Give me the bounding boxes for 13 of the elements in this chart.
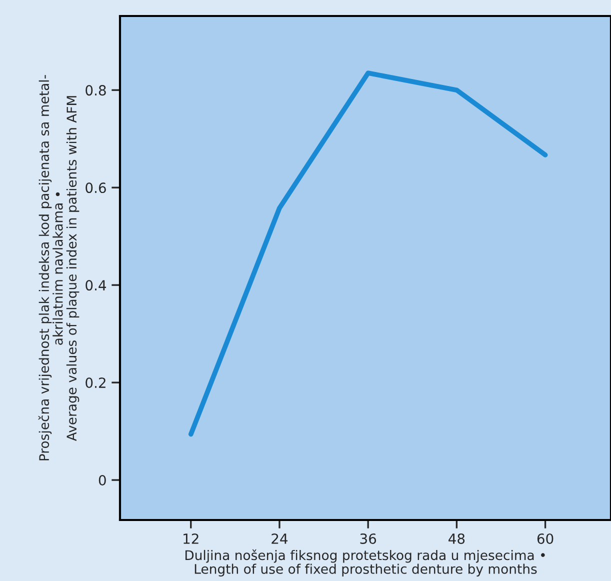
y-tick-label: 0.8	[86, 85, 106, 96]
x-tick-label: 60	[537, 533, 554, 544]
line-series	[188, 70, 548, 437]
x-tick-label: 12	[184, 533, 198, 544]
y-tick-label: 0.4	[86, 280, 106, 291]
y-tick-label: 0.6	[86, 182, 106, 194]
x-axis-title: Duljina nošenja fiksnog protetskog rada u mjesecima • Length of use of fixed prosthetic denture by months	[185, 549, 545, 576]
y-tick-label: 0	[98, 475, 106, 486]
x-tick-label: 48	[448, 533, 465, 544]
x-tick-label: 36	[360, 533, 376, 544]
y-axis-title: Prosječna vrijednost plak indeksa kod pacijenata sa metal- akrilatnim navlakama • Average values of plaque index in patients with AFM	[38, 75, 80, 460]
y-tick-label: 0.2	[86, 378, 106, 388]
x-tick-label: 24	[272, 533, 288, 544]
